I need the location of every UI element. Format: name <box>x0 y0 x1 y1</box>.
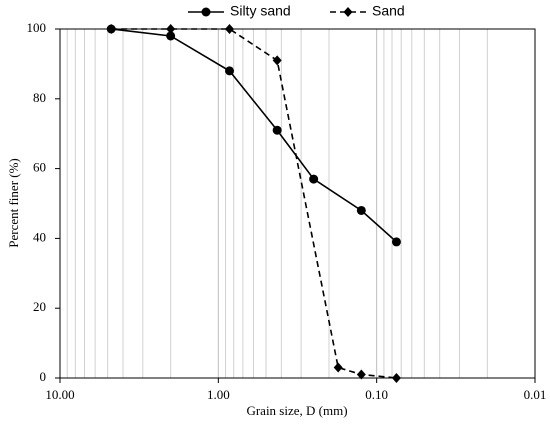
legend-marker <box>343 7 353 17</box>
point <box>166 24 176 34</box>
point <box>225 66 235 76</box>
point <box>225 24 235 34</box>
y-tick-label: 0 <box>40 369 47 384</box>
legend-label: Silty sand <box>230 3 291 19</box>
x-tick-label: 1.00 <box>207 387 230 402</box>
plot-frame <box>59 28 536 379</box>
point <box>356 205 366 215</box>
point <box>106 24 116 34</box>
y-axis-title: Percent finer (%) <box>6 158 21 248</box>
point <box>391 237 401 247</box>
point <box>391 373 401 383</box>
point <box>356 369 366 380</box>
y-tick-label: 100 <box>27 20 47 35</box>
y-tick-label: 40 <box>33 229 46 244</box>
point <box>309 174 319 184</box>
x-tick-label: 0.01 <box>524 387 547 402</box>
x-axis-title: Grain size, D (mm) <box>246 403 347 418</box>
y-tick-label: 60 <box>33 160 46 175</box>
point <box>272 55 282 66</box>
point <box>333 362 343 373</box>
legend-marker <box>201 7 211 17</box>
y-tick-label: 80 <box>33 90 46 105</box>
point <box>166 31 176 41</box>
y-tick-label: 20 <box>33 299 46 314</box>
x-tick-label: 10.00 <box>45 387 74 402</box>
x-tick-label: 0.10 <box>365 387 388 402</box>
legend-label: Sand <box>372 3 405 19</box>
point <box>272 125 282 135</box>
